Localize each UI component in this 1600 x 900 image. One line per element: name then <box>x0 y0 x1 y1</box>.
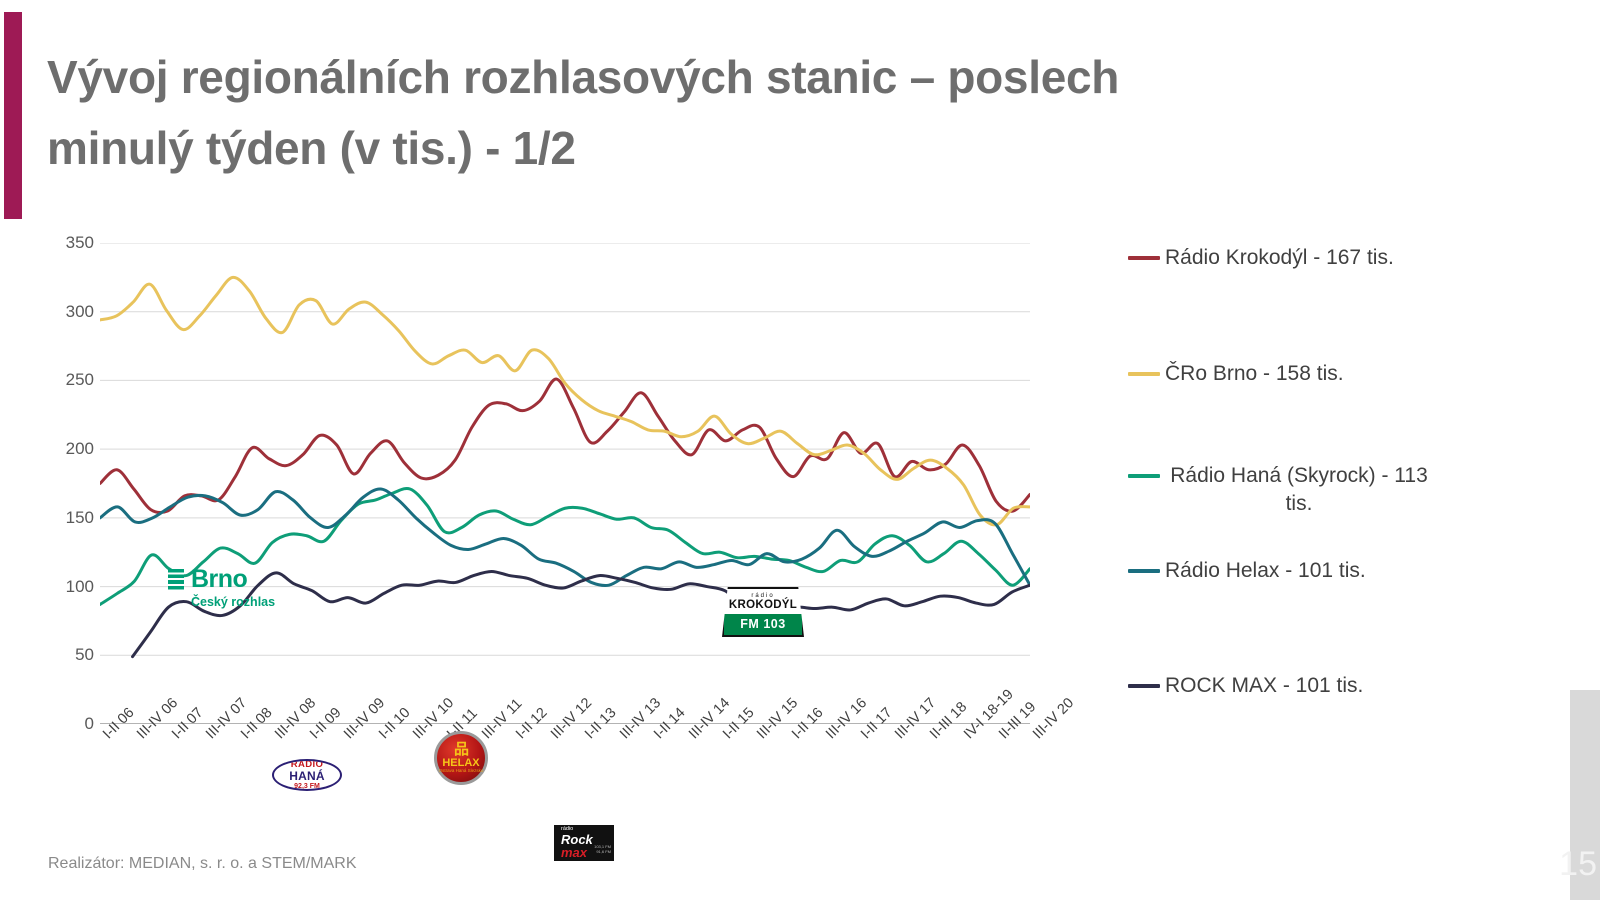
hana-line3: 92,3 FM <box>294 782 320 790</box>
legend-color-swatch <box>1128 372 1160 376</box>
y-axis-tick: 150 <box>65 507 94 527</box>
legend-label: ROCK MAX - 101 tis. <box>1165 674 1364 697</box>
rockmax-freq: 103,1 FM 91,6 FM <box>594 844 611 855</box>
logo-radio-helax: 品 HELAX Ostrava Haná Slezsko <box>434 731 488 785</box>
series-line <box>131 569 1030 659</box>
y-axis-tick: 300 <box>65 301 94 321</box>
krokodyl-name: KROKODÝL <box>728 599 798 611</box>
krokodyl-band: FM 103 <box>740 617 786 632</box>
logo-cro-brno: Brno Český rozhlas <box>168 565 275 609</box>
legend-item[interactable]: ČRo Brno - 158 tis. <box>1128 360 1458 388</box>
plot-area <box>100 243 1030 738</box>
accent-bar <box>4 12 22 219</box>
legend-item[interactable]: Rádio Krokodýl - 167 tis. <box>1128 244 1458 272</box>
chart-legend: Rádio Krokodýl - 167 tis. ČRo Brno - 158 … <box>1128 232 1568 732</box>
y-axis-tick: 0 <box>84 714 94 733</box>
logo-radio-krokodyl: rádio KROKODÝL FM 103 <box>722 587 804 637</box>
series-line <box>100 487 1030 606</box>
line-chart: 0 50 100 150 200 250 300 350 I-II 06 III-IV 06 I-… <box>0 228 1100 861</box>
helax-tagline: Ostrava Haná Slezsko <box>438 768 484 774</box>
logo-radio-hana: RÁDIO HANÁ 92,3 FM <box>272 759 342 791</box>
logo-rock-max: rádio Rock max 103,1 FM 91,6 FM <box>554 825 614 861</box>
rockmax-max-label: max <box>561 844 588 860</box>
hana-line1: RÁDIO <box>290 759 324 771</box>
page-badge <box>1570 690 1600 900</box>
legend-item[interactable]: Rádio Helax - 101 tis. <box>1128 557 1458 585</box>
legend-item[interactable]: Rádio Haná (Skyrock) - 113 tis. <box>1128 462 1458 519</box>
helax-mark-icon: 品 <box>453 741 469 759</box>
page-number: 15 <box>1559 845 1597 883</box>
legend-color-swatch <box>1128 256 1160 260</box>
series-line <box>100 377 1030 515</box>
x-axis-tick: III-IV 20 <box>1030 695 1078 743</box>
legend-label: Rádio Haná (Skyrock) - 113 tis. <box>1170 464 1428 516</box>
legend-color-swatch <box>1128 474 1160 478</box>
chart-svg <box>100 243 1030 724</box>
cro-bars-icon <box>168 568 184 591</box>
y-axis-tick: 350 <box>65 233 94 252</box>
hana-line2: HANÁ <box>289 768 325 783</box>
y-axis-tick: 50 <box>75 645 94 665</box>
x-axis: I-II 06 III-IV 06 I-II 07 III-IV 07 I-II 08 I… <box>100 687 1077 835</box>
legend-item[interactable]: ROCK MAX - 101 tis. <box>1128 672 1458 700</box>
legend-color-swatch <box>1128 569 1160 573</box>
legend-label: Rádio Helax - 101 tis. <box>1165 559 1366 582</box>
series-line <box>100 275 1030 527</box>
helax-name: HELAX <box>442 757 480 770</box>
page-title: Vývoj regionálních rozhlasových stanic –… <box>47 51 1120 175</box>
series-line <box>100 487 1030 588</box>
legend-label: ČRo Brno - 158 tis. <box>1165 362 1344 385</box>
legend-label: Rádio Krokodýl - 167 tis. <box>1165 246 1394 269</box>
cro-brno-label: Brno <box>191 565 248 593</box>
krokodyl-top-label: rádio <box>751 593 775 599</box>
rockmax-radio-label: rádio <box>561 826 574 833</box>
y-axis: 0 50 100 150 200 250 300 350 <box>32 233 94 733</box>
y-axis-tick: 200 <box>65 439 94 459</box>
rockmax-rock-label: Rock <box>561 831 593 847</box>
y-axis-tick: 250 <box>65 370 94 390</box>
cro-subtitle: Český rozhlas <box>191 595 276 609</box>
legend-color-swatch <box>1128 684 1160 688</box>
y-axis-tick: 100 <box>65 576 94 596</box>
footer-credit: Realizátor: MEDIAN, s. r. o. a STEM/MARK <box>48 855 357 872</box>
